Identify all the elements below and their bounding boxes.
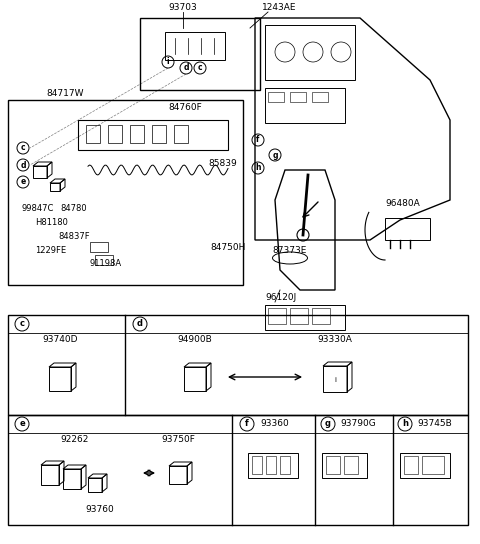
Text: 99847C: 99847C (22, 204, 54, 213)
Bar (130, 125, 144, 143)
Text: 93760: 93760 (85, 505, 114, 514)
Text: h: h (402, 419, 408, 429)
Bar (268, 308, 286, 324)
Bar (400, 453, 450, 478)
Text: 96480A: 96480A (385, 199, 420, 208)
Text: 84750H: 84750H (210, 243, 245, 252)
Text: 93703: 93703 (168, 3, 197, 12)
Bar (322, 453, 367, 478)
Bar (280, 456, 290, 474)
Bar (265, 88, 345, 123)
Bar (8, 315, 468, 415)
Bar (90, 242, 108, 252)
Text: 91198A: 91198A (90, 259, 122, 268)
Text: c: c (20, 319, 24, 329)
Text: c: c (21, 144, 25, 152)
Text: d: d (137, 319, 143, 329)
Bar (252, 456, 262, 474)
Text: 84760F: 84760F (168, 103, 202, 112)
Text: 93330A: 93330A (318, 335, 352, 344)
Bar (312, 92, 328, 102)
Bar (174, 125, 188, 143)
Text: 93745B: 93745B (418, 419, 452, 429)
Text: c: c (198, 64, 202, 72)
Text: 84717W: 84717W (46, 89, 84, 98)
Bar (290, 92, 306, 102)
Bar (78, 120, 228, 150)
Bar (422, 456, 444, 474)
Bar (248, 453, 298, 478)
Text: 93360: 93360 (261, 419, 289, 429)
Text: i: i (334, 377, 336, 383)
Bar (86, 125, 100, 143)
Text: 93740D: 93740D (42, 335, 78, 344)
Text: d: d (183, 64, 189, 72)
Bar (266, 456, 276, 474)
Text: e: e (19, 419, 25, 429)
Text: 96120J: 96120J (265, 293, 296, 302)
Bar (108, 125, 122, 143)
Bar (268, 92, 284, 102)
Text: 92262: 92262 (61, 435, 89, 444)
Text: d: d (20, 160, 26, 170)
Text: f: f (256, 135, 260, 145)
Text: 84837F: 84837F (58, 232, 90, 241)
Text: h: h (255, 164, 261, 172)
Text: i: i (167, 58, 169, 66)
Bar (265, 25, 355, 80)
Bar (326, 456, 340, 474)
Bar (8, 100, 243, 285)
Text: 94900B: 94900B (178, 335, 212, 344)
Text: 1229FE: 1229FE (35, 246, 66, 255)
Bar (404, 456, 418, 474)
Text: 1243AE: 1243AE (262, 3, 297, 12)
Bar (8, 415, 468, 525)
Text: 85839: 85839 (208, 159, 237, 168)
Text: 93790G: 93790G (340, 419, 376, 429)
Text: 84780: 84780 (60, 204, 86, 213)
Bar (385, 218, 430, 240)
Bar (152, 125, 166, 143)
Bar (140, 18, 260, 90)
Text: g: g (325, 419, 331, 429)
Bar (265, 305, 345, 330)
Text: H81180: H81180 (35, 218, 68, 227)
Text: e: e (20, 177, 25, 187)
Bar (344, 456, 358, 474)
Bar (290, 308, 308, 324)
Text: g: g (272, 151, 278, 159)
Bar (165, 32, 225, 60)
Text: f: f (245, 419, 249, 429)
Bar (312, 308, 330, 324)
Text: 93750F: 93750F (161, 435, 195, 444)
Bar (95, 255, 113, 265)
Text: 87373E: 87373E (272, 246, 306, 255)
